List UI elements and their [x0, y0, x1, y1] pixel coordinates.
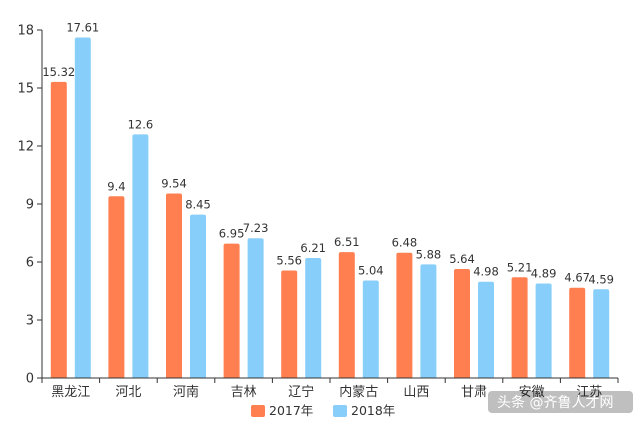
x-category-label: 江苏: [576, 384, 602, 400]
bar-value-label: 17.61: [66, 21, 99, 35]
bar-2017[interactable]: [166, 193, 182, 378]
legend-swatch: [251, 405, 265, 417]
bar-2018[interactable]: [305, 257, 322, 378]
bar-2018[interactable]: [593, 289, 610, 378]
legend-label: 2018年: [351, 403, 395, 418]
bar-2017[interactable]: [223, 243, 240, 378]
bar-value-label: 5.88: [416, 247, 442, 261]
bar-value-label: 4.59: [588, 272, 614, 286]
bar-value-label: 5.64: [449, 252, 475, 266]
watermark: 头条 @齐鲁人才网: [488, 391, 633, 413]
bar-2017[interactable]: [569, 287, 586, 378]
x-axis: 黑龙江 河北 河南 吉林 辽宁 内蒙古 山西 甘肃 安徽 江苏: [41, 377, 619, 400]
bar-2017[interactable]: [338, 252, 355, 378]
y-axis: 0 3 6 9 12 15 18: [17, 24, 43, 387]
bar-value-label: 6.48: [392, 236, 418, 250]
bar-value-label: 4.89: [531, 266, 557, 280]
bar-value-label: 6.21: [300, 241, 326, 255]
bar-2018[interactable]: [535, 283, 552, 378]
bar-2017[interactable]: [511, 277, 528, 378]
bar-value-label: 6.95: [219, 227, 245, 241]
y-tick-label: 9: [26, 198, 34, 213]
bar-2018[interactable]: [420, 264, 437, 378]
x-category-label: 河南: [173, 384, 199, 400]
bars-layer: [50, 37, 610, 379]
data-labels-layer: 15.32 17.61 9.4 12.6 9.54 8.45 6.957.23 5.566.2…: [42, 21, 614, 287]
x-category-label: 山西: [403, 385, 429, 400]
bar-value-label: 5.56: [276, 254, 302, 268]
toutiao-logo-icon: [488, 391, 633, 413]
bar-2017[interactable]: [50, 81, 67, 379]
y-tick-label: 6: [26, 256, 34, 271]
bar-value-label: 4.67: [564, 271, 590, 285]
y-tick-label: 3: [26, 314, 34, 329]
bar-value-label: 9.54: [161, 177, 187, 191]
x-category-label: 内蒙古: [339, 384, 378, 400]
legend-item-2017[interactable]: 2017年: [251, 403, 313, 418]
x-category-label: 辽宁: [288, 384, 314, 400]
bar-2017[interactable]: [396, 252, 413, 378]
y-tick-label: 18: [17, 24, 34, 39]
bar-value-label: 5.21: [507, 260, 533, 274]
y-tick-label: 0: [26, 372, 34, 387]
bar-value-label: 5.04: [358, 264, 384, 278]
x-category-label: 甘肃: [461, 385, 487, 400]
y-tick-label: 15: [17, 82, 34, 97]
bar-value-label: 6.51: [334, 235, 360, 249]
bar-2017[interactable]: [281, 270, 298, 378]
x-category-label: 吉林: [231, 385, 257, 400]
bar-value-label: 4.98: [473, 265, 499, 279]
bar-2018[interactable]: [190, 214, 206, 378]
bar-2018[interactable]: [362, 280, 379, 378]
x-category-label: 黑龙江: [51, 385, 90, 400]
y-tick-label: 12: [17, 140, 34, 155]
bar-2018[interactable]: [247, 238, 264, 378]
bar-2018[interactable]: [132, 134, 149, 378]
watermark-text: 头条 @齐鲁人才网: [497, 394, 613, 411]
bar-value-label: 12.6: [128, 117, 154, 131]
legend-swatch: [333, 405, 347, 417]
bar-value-label: 8.45: [185, 198, 211, 212]
bar-value-label: 15.32: [42, 65, 75, 79]
bar-2018[interactable]: [478, 281, 494, 378]
bar-value-label: 9.4: [107, 179, 125, 193]
legend-item-2018[interactable]: 2018年: [333, 403, 395, 418]
x-category-label: 河北: [115, 385, 141, 400]
legend[interactable]: 2017年 2018年: [251, 403, 395, 418]
bar-2017[interactable]: [108, 196, 125, 378]
x-category-label: 安徽: [519, 385, 545, 400]
legend-label: 2017年: [269, 403, 313, 418]
bar-2017[interactable]: [454, 268, 470, 378]
bar-value-label: 7.23: [243, 221, 269, 235]
bar-2018[interactable]: [74, 37, 91, 378]
